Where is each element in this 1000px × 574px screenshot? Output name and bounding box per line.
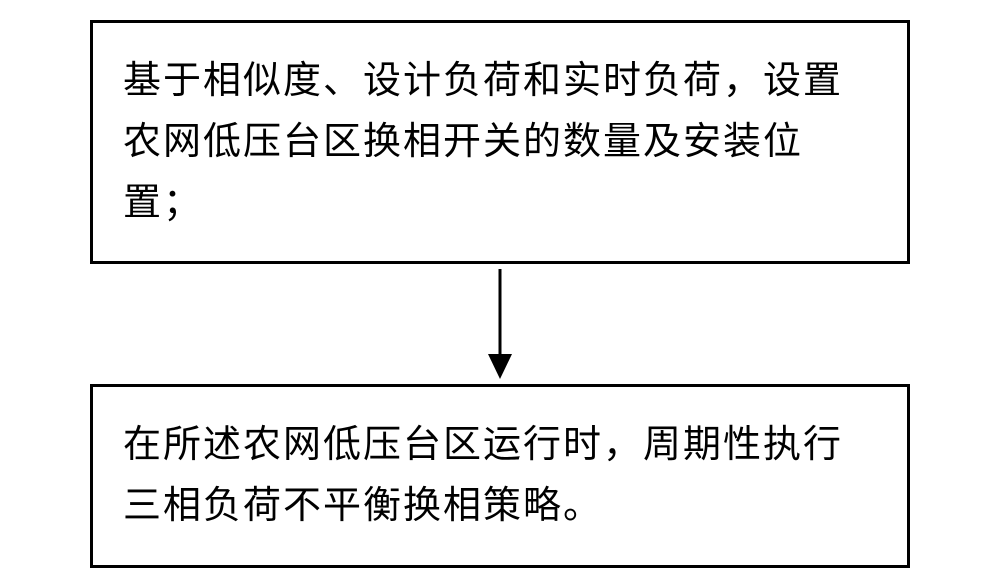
box1-line2: 农网低压台区换相开关的数量及安装位置； [123, 112, 877, 234]
box2-line2: 三相负荷不平衡换相策略。 [123, 476, 877, 537]
arrow-down-icon [480, 269, 520, 379]
box2-line1: 在所述农网低压台区运行时，周期性执行 [123, 415, 877, 476]
flowchart-box-1: 基于相似度、设计负荷和实时负荷，设置 农网低压台区换相开关的数量及安装位置； [90, 20, 910, 264]
flowchart-container: 基于相似度、设计负荷和实时负荷，设置 农网低压台区换相开关的数量及安装位置； 在… [90, 20, 910, 568]
arrow-container [90, 264, 910, 384]
flowchart-box-2: 在所述农网低压台区运行时，周期性执行 三相负荷不平衡换相策略。 [90, 384, 910, 568]
box1-line1: 基于相似度、设计负荷和实时负荷，设置 [123, 51, 877, 112]
